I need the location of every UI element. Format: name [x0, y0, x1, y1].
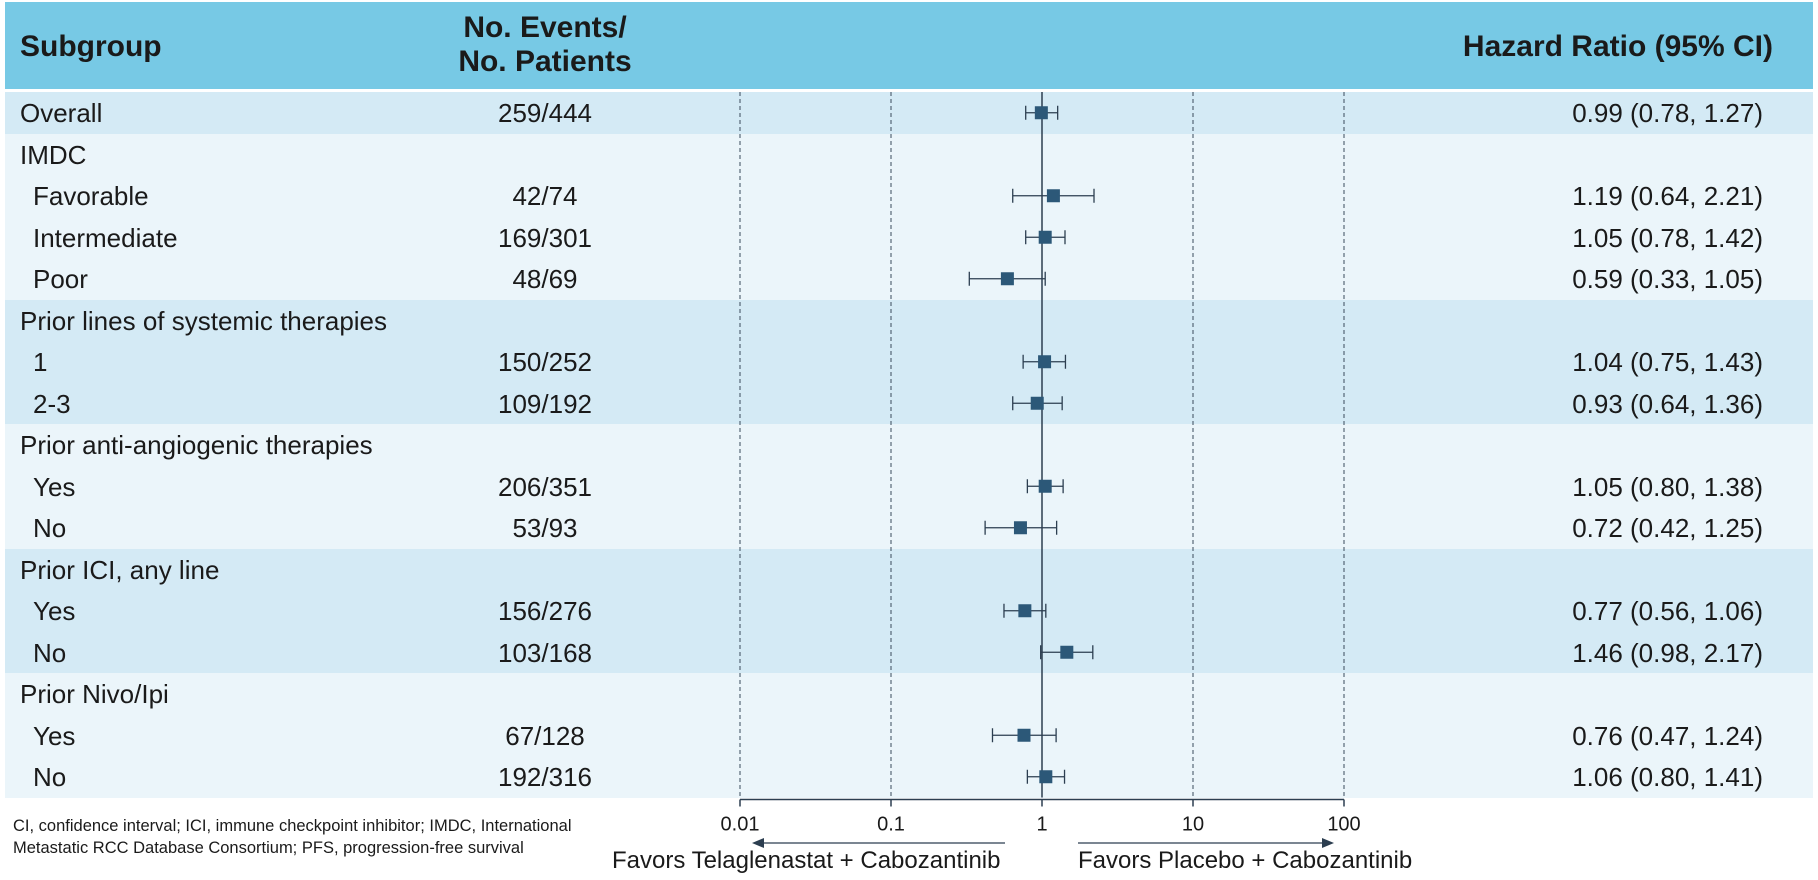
hr-marker	[1013, 521, 1027, 535]
hr-marker	[1038, 355, 1052, 369]
subgroup-label: No	[33, 637, 67, 668]
subgroup-row: No 103/168 1.46 (0.98, 2.17)	[5, 632, 1813, 674]
subgroup-label: Yes	[33, 720, 76, 751]
events-value: 53/93	[512, 513, 578, 543]
hr-marker	[1017, 728, 1031, 742]
group-band	[5, 299, 1813, 424]
group-header-row: Prior Nivo/Ipi	[5, 673, 1813, 715]
table-header: Subgroup No. Events/ No. Patients Hazard…	[5, 2, 1813, 92]
events-value: 48/69	[512, 264, 578, 294]
hazard-ratio-value: 1.05 (0.80, 1.38)	[1572, 471, 1763, 502]
group-header-label: Prior anti-angiogenic therapies	[20, 430, 373, 460]
hazard-ratio-value: 0.77 (0.56, 1.06)	[1572, 596, 1763, 626]
hazard-ratio-value: 1.06 (0.80, 1.41)	[1572, 762, 1763, 792]
group-band	[5, 548, 1813, 673]
hr-marker	[1046, 189, 1060, 203]
hazard-ratio-value: 1.04 (0.75, 1.43)	[1572, 347, 1763, 377]
x-tick-label: 0.01	[721, 814, 760, 836]
subgroup-column-header: Subgroup	[20, 30, 162, 63]
subgroup-row: Overall 259/444 0.99 (0.78, 1.27)	[5, 92, 1813, 134]
hr-marker	[1018, 604, 1032, 618]
events-header-line2: No. Patients	[458, 45, 632, 78]
group-header-label: Prior lines of systemic therapies	[20, 305, 388, 336]
events-value: 109/192	[498, 388, 592, 419]
events-header-line1: No. Events/	[463, 11, 627, 44]
group-header-row: Prior lines of systemic therapies	[5, 300, 1813, 342]
events-value: 156/276	[498, 596, 592, 626]
subgroup-row: Favorable 42/74 1.19 (0.64, 2.21)	[5, 175, 1813, 217]
favors-right-label: Favors Placebo + Cabozantinib	[1078, 847, 1413, 874]
hr-marker	[1038, 479, 1052, 493]
group-header-row: IMDC	[5, 134, 1813, 176]
events-value: 259/444	[498, 98, 592, 128]
hr-marker	[1060, 645, 1074, 659]
hr-marker	[1039, 770, 1053, 784]
group-header-label: Prior ICI, any line	[20, 554, 220, 585]
hr-marker	[1000, 272, 1014, 286]
group-band	[5, 424, 1813, 549]
hr-marker	[1038, 230, 1052, 244]
x-tick-label: 100	[1327, 814, 1360, 836]
subgroup-row: Poor 48/69 0.59 (0.33, 1.05)	[5, 258, 1813, 300]
favors-left-label: Favors Telaglenastat + Cabozantinib	[612, 847, 1001, 874]
hr-marker	[1034, 106, 1048, 120]
subgroup-label: 2-3	[33, 388, 71, 419]
subgroup-label: No	[33, 762, 67, 792]
hazard-ratio-value: 0.93 (0.64, 1.36)	[1572, 388, 1763, 419]
subgroup-row: Intermediate 169/301 1.05 (0.78, 1.42)	[5, 217, 1813, 259]
subgroup-label: Overall	[20, 98, 103, 128]
x-tick-label: 0.1	[877, 814, 905, 836]
hazard-ratio-value: 0.59 (0.33, 1.05)	[1572, 264, 1763, 294]
events-value: 150/252	[498, 347, 592, 377]
subgroup-row: Yes 156/276 0.77 (0.56, 1.06)	[5, 590, 1813, 632]
x-tick-label: 10	[1182, 814, 1204, 836]
favors-right-arrowhead	[1322, 838, 1334, 848]
x-tick-label: 1	[1036, 814, 1047, 836]
hazard-ratio-column-header: Hazard Ratio (95% CI)	[1462, 30, 1773, 63]
favors-left-arrowhead	[752, 838, 764, 848]
hazard-ratio-value: 0.99 (0.78, 1.27)	[1572, 98, 1763, 128]
subgroup-row: No 192/316 1.06 (0.80, 1.41)	[5, 756, 1813, 798]
subgroup-label: Poor	[33, 264, 88, 294]
hazard-ratio-value: 0.76 (0.47, 1.24)	[1572, 720, 1763, 751]
subgroup-row: 1 150/252 1.04 (0.75, 1.43)	[5, 341, 1813, 383]
subgroup-label: Intermediate	[33, 222, 178, 253]
group-band	[5, 133, 1813, 300]
subgroup-label: Favorable	[33, 181, 149, 211]
subgroup-label: Yes	[33, 596, 76, 626]
subgroup-row: Yes 67/128 0.76 (0.47, 1.24)	[5, 715, 1813, 757]
events-value: 169/301	[498, 222, 592, 253]
group-band	[5, 673, 1813, 798]
hr-marker	[1030, 396, 1044, 410]
subgroup-label: Yes	[33, 471, 76, 502]
subgroup-label: No	[33, 513, 67, 543]
events-value: 206/351	[498, 471, 592, 502]
hazard-ratio-value: 1.05 (0.78, 1.42)	[1572, 222, 1763, 253]
events-value: 42/74	[512, 181, 578, 211]
group-header-label: IMDC	[20, 139, 87, 170]
subgroup-row: Yes 206/351 1.05 (0.80, 1.38)	[5, 466, 1813, 508]
hazard-ratio-value: 0.72 (0.42, 1.25)	[1572, 513, 1763, 543]
group-header-row: Prior anti-angiogenic therapies	[5, 424, 1813, 466]
hazard-ratio-value: 1.19 (0.64, 2.21)	[1572, 181, 1763, 211]
header-separator	[5, 89, 1813, 92]
events-column-header: No. Events/ No. Patients	[370, 11, 720, 79]
events-value: 192/316	[498, 762, 592, 792]
events-value: 67/128	[505, 720, 585, 751]
hazard-ratio-value: 1.46 (0.98, 2.17)	[1572, 637, 1763, 668]
subgroup-row: No 53/93 0.72 (0.42, 1.25)	[5, 507, 1813, 549]
group-header-row: Prior ICI, any line	[5, 549, 1813, 591]
footnote: CI, confidence interval; ICI, immune che…	[13, 817, 572, 857]
group-band	[5, 92, 1813, 134]
subgroup-label: 1	[33, 347, 48, 377]
subgroup-row: 2-3 109/192 0.93 (0.64, 1.36)	[5, 383, 1813, 425]
events-value: 103/168	[498, 637, 592, 668]
group-header-label: Prior Nivo/Ipi	[20, 679, 169, 709]
